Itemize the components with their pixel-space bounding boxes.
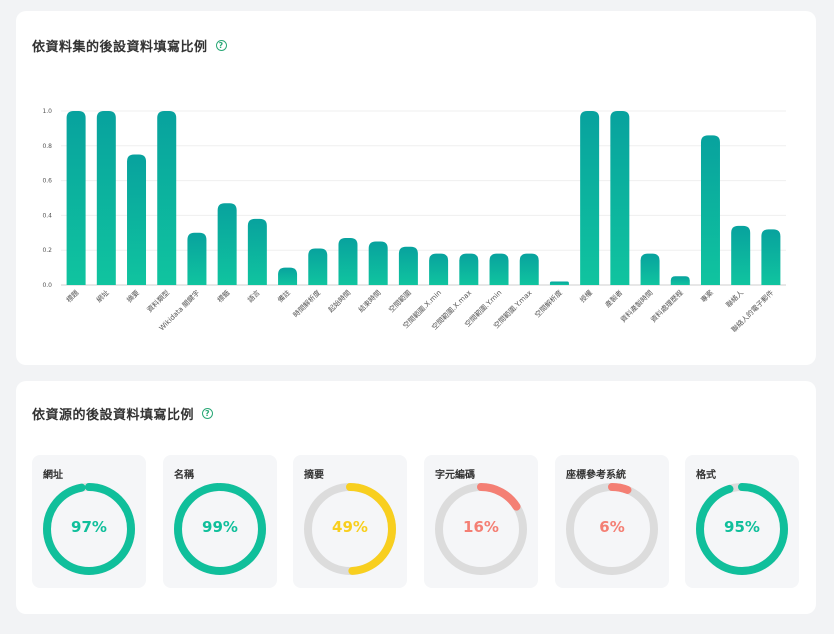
help-icon[interactable]: ?	[215, 40, 227, 51]
bar-17[interactable]	[580, 111, 600, 285]
bar-12[interactable]	[429, 253, 449, 285]
x-tick-label: 聯絡人	[724, 288, 745, 309]
donut-label: 格式	[696, 470, 716, 481]
donut-arc[interactable]	[174, 483, 266, 575]
bar-10[interactable]	[368, 241, 388, 286]
x-tick-label: 資料類型	[145, 288, 171, 314]
donut-value: 6%	[599, 518, 625, 536]
help-icon[interactable]: ?	[202, 408, 214, 419]
bar-9[interactable]	[338, 238, 358, 285]
donut-label: 摘要	[304, 470, 324, 481]
donut-arc[interactable]	[43, 483, 135, 575]
donut-card: 格式 95%	[685, 455, 799, 588]
y-tick-label: 0.6	[42, 178, 52, 185]
bar-20[interactable]	[670, 276, 690, 285]
donut-value: 49%	[332, 518, 368, 536]
bar-1[interactable]	[96, 111, 116, 285]
x-tick-label: 語言	[246, 288, 262, 304]
donut-card: 字元編碼 16%	[424, 455, 538, 588]
bar-19[interactable]	[640, 253, 660, 285]
donut-card: 名稱 99%	[163, 455, 277, 588]
donut-label: 座標參考系統	[566, 470, 626, 481]
bar-3[interactable]	[157, 111, 177, 285]
bar-22[interactable]	[731, 225, 751, 285]
y-tick-label: 0.0	[42, 282, 52, 289]
source-section-title-text: 依資源的後設資料填寫比例	[32, 408, 195, 423]
bar-13[interactable]	[459, 253, 479, 285]
donut-card: 摘要 49%	[293, 455, 407, 588]
donut-arc[interactable]	[696, 483, 788, 575]
donut-chart	[43, 483, 135, 575]
bar-7[interactable]	[278, 267, 298, 285]
x-tick-label: 專案	[699, 288, 715, 304]
donut-card: 座標參考系統 6%	[555, 455, 669, 588]
donut-label: 網址	[43, 470, 63, 481]
x-tick-label: 時間解析度	[291, 288, 322, 319]
bar-8[interactable]	[308, 248, 328, 285]
x-tick-label: 產製者	[603, 288, 624, 309]
donut-value: 99%	[202, 518, 238, 536]
bar-23[interactable]	[761, 229, 781, 285]
bar-11[interactable]	[398, 246, 418, 285]
dataset-section-title-text: 依資料集的後設資料填寫比例	[32, 40, 208, 55]
y-tick-label: 0.8	[42, 143, 52, 150]
donut-value: 97%	[71, 518, 107, 536]
x-tick-label: 標題	[64, 288, 80, 304]
donut-chart	[435, 483, 527, 575]
dataset-metadata-card: 依資料集的後設資料填寫比例? 0.0 0.2 0.4 0.6 0.8 1.0 標題 網址 摘要資…	[16, 11, 816, 365]
bar-5[interactable]	[217, 203, 237, 285]
x-tick-label: 結束時間	[356, 288, 382, 314]
bar-18[interactable]	[610, 111, 630, 285]
donut-arc[interactable]	[435, 483, 527, 575]
bar-14[interactable]	[489, 253, 509, 285]
y-tick-label: 0.2	[42, 247, 52, 254]
x-tick-label: 起始時間	[326, 288, 352, 314]
donut-label: 字元編碼	[435, 470, 475, 481]
donut-chart	[304, 483, 396, 575]
bar-16[interactable]	[549, 281, 569, 285]
x-tick-label: 網址	[94, 288, 110, 304]
donut-card: 網址 97%	[32, 455, 146, 588]
x-tick-label: 授權	[578, 288, 594, 304]
x-tick-label: 資料處理歷程	[649, 288, 685, 324]
x-tick-label: 空間範圍	[387, 288, 413, 314]
x-tick-label: 標籤	[215, 288, 231, 304]
donut-chart	[174, 483, 266, 575]
x-tick-label: 空間解析度	[533, 288, 564, 319]
donut-chart	[566, 483, 658, 575]
bar-0[interactable]	[66, 111, 86, 285]
dataset-section-title: 依資料集的後設資料填寫比例?	[32, 36, 227, 55]
donut-value: 16%	[463, 518, 499, 536]
donut-chart	[696, 483, 788, 575]
bar-2[interactable]	[127, 154, 147, 286]
bar-15[interactable]	[519, 253, 539, 285]
donut-arc[interactable]	[304, 483, 396, 575]
bar-6[interactable]	[247, 218, 267, 285]
resource-metadata-card: 依資源的後設資料填寫比例? 網址 97% 名稱 99% 摘要 49% 字元編碼 16% 座標參考…	[16, 381, 816, 614]
bar-4[interactable]	[187, 232, 207, 285]
donut-value: 95%	[724, 518, 760, 536]
y-tick-label: 1.0	[42, 108, 52, 115]
bar-21[interactable]	[700, 135, 720, 285]
x-tick-label: 備註	[276, 288, 292, 304]
source-section-title: 依資源的後設資料填寫比例?	[32, 404, 214, 423]
y-tick-label: 0.4	[42, 212, 52, 219]
x-tick-label: 摘要	[125, 288, 141, 304]
donut-label: 名稱	[174, 470, 194, 481]
donut-arc[interactable]	[566, 483, 658, 575]
